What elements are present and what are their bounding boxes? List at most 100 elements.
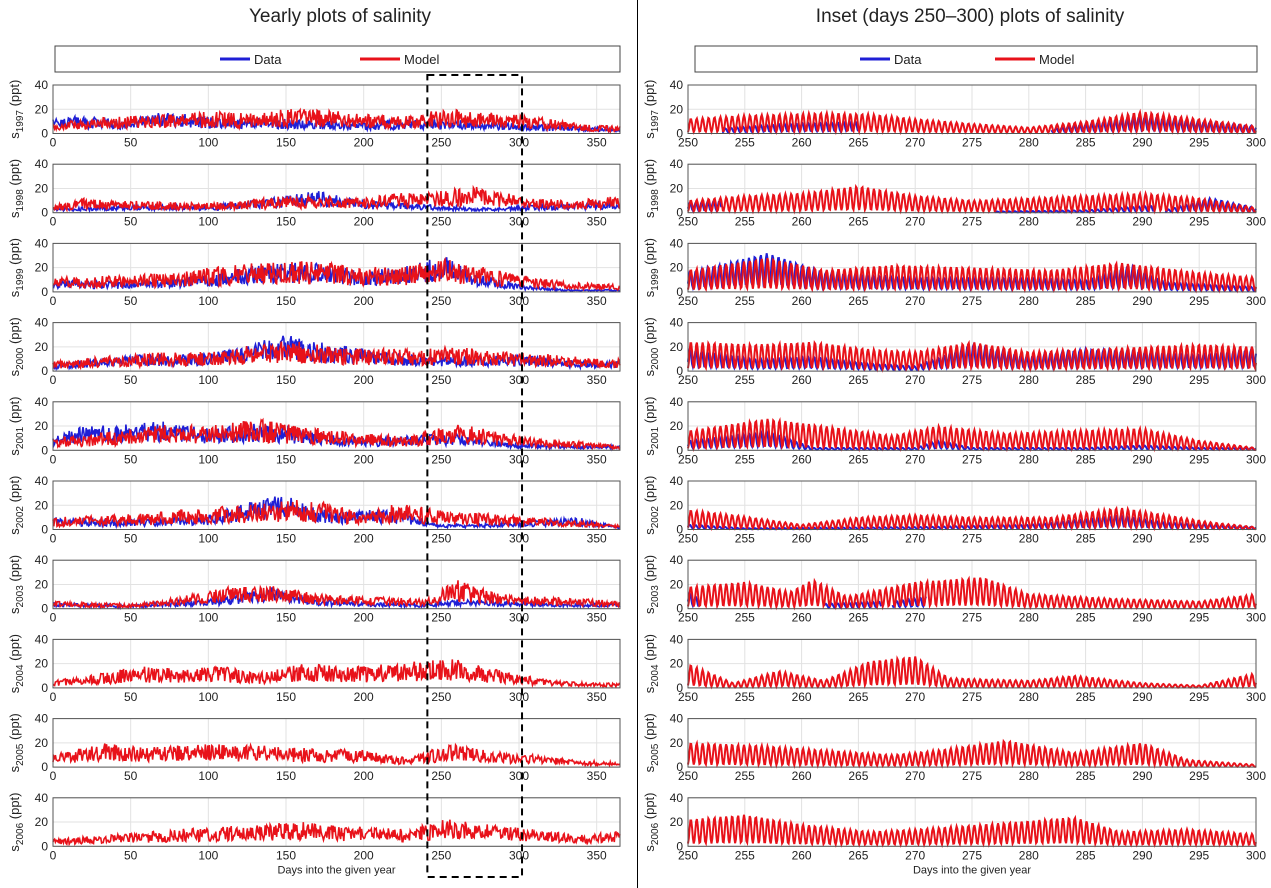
x-tick-label: 150 bbox=[276, 136, 296, 150]
x-tick-label: 295 bbox=[1189, 769, 1209, 783]
y-axis-label: s2001 (ppt) bbox=[7, 397, 26, 456]
x-tick-label: 0 bbox=[50, 611, 57, 625]
subplot-2000: 0 20 40 250 255 260 265 270 275 280 285 290 295 300 s2… bbox=[642, 316, 1266, 388]
model-series-2006 bbox=[52, 819, 621, 847]
x-tick-label: 275 bbox=[962, 136, 982, 150]
x-tick-label: 265 bbox=[848, 532, 868, 546]
x-tick-label: 300 bbox=[509, 848, 529, 862]
x-tick-label: 100 bbox=[198, 373, 218, 387]
x-tick-label: 100 bbox=[198, 215, 218, 229]
subplot-2002: 0 20 40 0 50 100 150 200 250 300 350 s2002 (ppt) bbox=[7, 474, 621, 546]
x-tick-label: 200 bbox=[354, 769, 374, 783]
x-tick-label: 250 bbox=[431, 136, 451, 150]
y-tick-label: 40 bbox=[35, 553, 49, 567]
x-tick-label: 0 bbox=[50, 373, 57, 387]
x-tick-label: 285 bbox=[1076, 136, 1096, 150]
x-tick-label: 295 bbox=[1189, 136, 1209, 150]
x-tick-label: 280 bbox=[1019, 215, 1039, 229]
x-tick-label: 250 bbox=[431, 532, 451, 546]
x-tick-label: 150 bbox=[276, 769, 296, 783]
x-tick-label: 275 bbox=[962, 611, 982, 625]
y-axis-label: s2003 (ppt) bbox=[7, 555, 26, 614]
x-tick-label: 150 bbox=[276, 294, 296, 308]
x-tick-label: 255 bbox=[735, 769, 755, 783]
x-tick-label: 200 bbox=[354, 611, 374, 625]
x-tick-label: 265 bbox=[848, 769, 868, 783]
x-tick-label: 255 bbox=[735, 532, 755, 546]
y-tick-label: 20 bbox=[670, 261, 684, 275]
x-tick-label: 0 bbox=[50, 136, 57, 150]
legend-model-label: Model bbox=[404, 52, 440, 67]
x-tick-label: 265 bbox=[848, 294, 868, 308]
axes-box bbox=[52, 480, 621, 530]
x-tick-label: 250 bbox=[678, 373, 698, 387]
x-tick-label: 285 bbox=[1076, 690, 1096, 704]
model-series-1999 bbox=[687, 257, 1257, 294]
x-tick-label: 255 bbox=[735, 848, 755, 862]
x-tick-label: 275 bbox=[962, 848, 982, 862]
model-series-2000 bbox=[52, 341, 621, 371]
axes-box bbox=[687, 84, 1257, 134]
x-tick-label: 50 bbox=[124, 532, 138, 546]
x-tick-label: 260 bbox=[792, 136, 812, 150]
axes-box bbox=[687, 401, 1257, 451]
y-tick-label: 20 bbox=[35, 102, 49, 116]
x-tick-label: 290 bbox=[1132, 452, 1152, 466]
x-tick-label: 255 bbox=[735, 136, 755, 150]
x-tick-label: 270 bbox=[905, 452, 925, 466]
y-axis-label: s2005 (ppt) bbox=[642, 713, 661, 772]
subplot-2006: 0 20 40 250 255 260 265 270 275 280 285 290 295 300 s2… bbox=[642, 791, 1266, 863]
subplot-1999: 0 20 40 250 255 260 265 270 275 280 285 290 295 300 s1… bbox=[642, 236, 1266, 308]
x-tick-label: 280 bbox=[1019, 769, 1039, 783]
model-series-2002 bbox=[52, 500, 621, 531]
x-tick-label: 265 bbox=[848, 848, 868, 862]
y-tick-label: 40 bbox=[670, 316, 684, 330]
x-tick-label: 250 bbox=[431, 690, 451, 704]
y-tick-label: 0 bbox=[41, 285, 48, 299]
x-tick-label: 100 bbox=[198, 690, 218, 704]
axes-box bbox=[52, 559, 621, 610]
x-tick-label: 350 bbox=[587, 769, 607, 783]
x-tick-label: 275 bbox=[962, 215, 982, 229]
y-axis-label: s2004 (ppt) bbox=[642, 634, 661, 693]
model-series-2005 bbox=[687, 738, 1257, 770]
x-tick-label: 300 bbox=[1246, 373, 1266, 387]
y-axis-label: s1999 (ppt) bbox=[642, 238, 661, 297]
model-series-2002 bbox=[687, 505, 1257, 532]
x-tick-label: 0 bbox=[50, 215, 57, 229]
x-tick-label: 0 bbox=[50, 294, 57, 308]
axes-box bbox=[687, 242, 1257, 293]
x-tick-label: 50 bbox=[124, 690, 138, 704]
left-panel-title: Yearly plots of salinity bbox=[248, 6, 431, 27]
data-series-2002 bbox=[52, 496, 621, 530]
x-tick-label: 260 bbox=[792, 769, 812, 783]
x-tick-label: 200 bbox=[354, 848, 374, 862]
y-tick-label: 40 bbox=[670, 395, 684, 409]
y-tick-label: 40 bbox=[670, 236, 684, 250]
x-tick-label: 250 bbox=[678, 848, 698, 862]
x-tick-label: 285 bbox=[1076, 611, 1096, 625]
x-tick-label: 270 bbox=[905, 690, 925, 704]
y-tick-label: 40 bbox=[670, 791, 684, 805]
y-tick-label: 0 bbox=[41, 681, 48, 695]
x-tick-label: 250 bbox=[431, 215, 451, 229]
model-series-2004 bbox=[687, 655, 1257, 690]
x-tick-label: 150 bbox=[276, 215, 296, 229]
x-tick-label: 150 bbox=[276, 373, 296, 387]
x-tick-label: 250 bbox=[431, 848, 451, 862]
x-tick-label: 260 bbox=[792, 611, 812, 625]
x-tick-label: 295 bbox=[1189, 690, 1209, 704]
y-tick-label: 0 bbox=[676, 839, 683, 853]
x-tick-label: 255 bbox=[735, 611, 755, 625]
x-tick-label: 100 bbox=[198, 136, 218, 150]
y-tick-label: 20 bbox=[35, 577, 49, 591]
model-series-2005 bbox=[52, 742, 621, 769]
y-tick-label: 20 bbox=[35, 419, 49, 433]
x-tick-label: 100 bbox=[198, 611, 218, 625]
data-series-1998-seg1 bbox=[994, 204, 1155, 214]
y-tick-label: 0 bbox=[676, 760, 683, 774]
x-tick-label: 200 bbox=[354, 373, 374, 387]
y-tick-label: 40 bbox=[35, 236, 49, 250]
y-axis-label: s1998 (ppt) bbox=[642, 159, 661, 218]
